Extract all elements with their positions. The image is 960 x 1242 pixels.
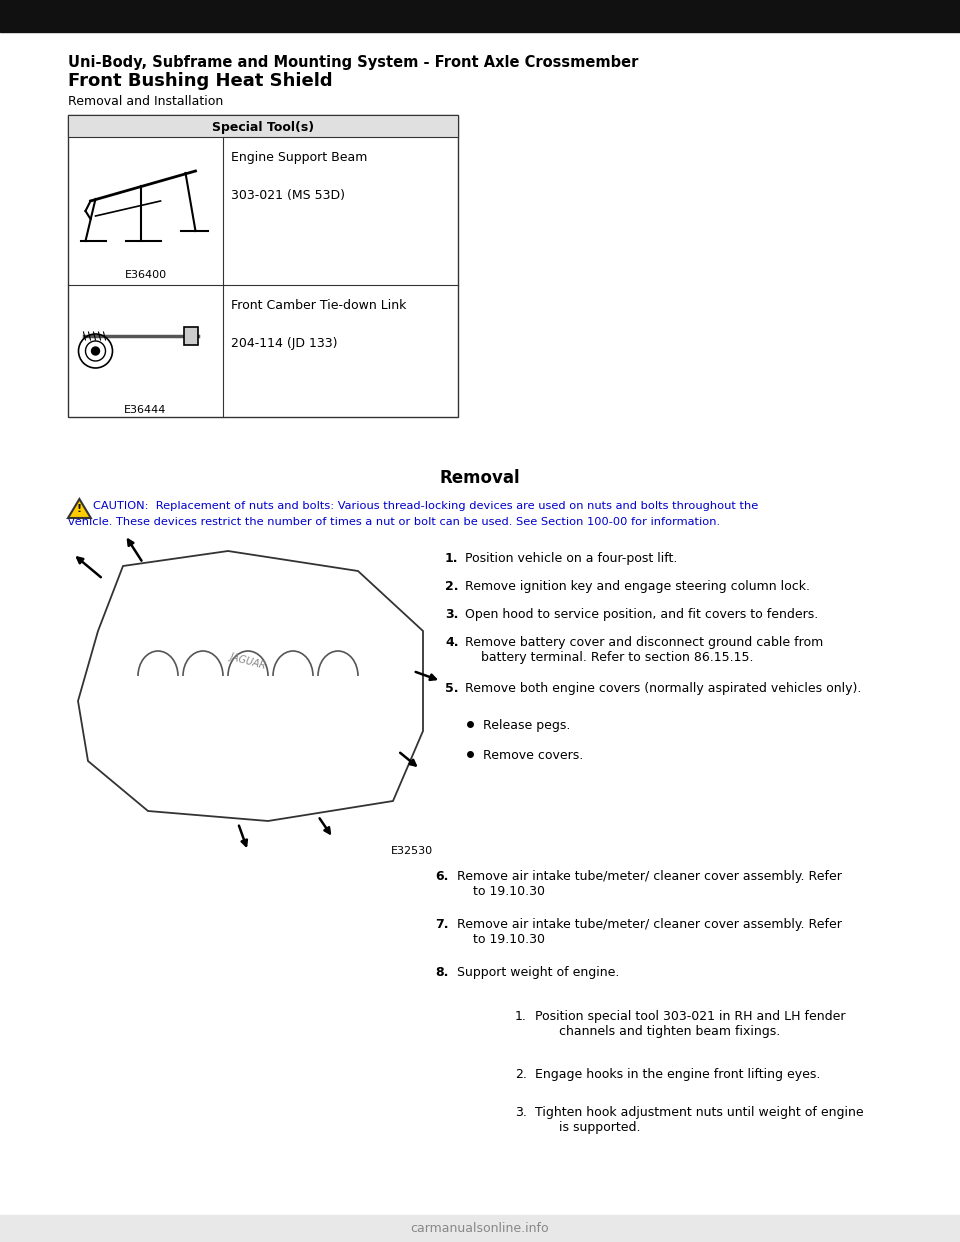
Text: CAUTION:  Replacement of nuts and bolts: Various thread-locking devices are used: CAUTION: Replacement of nuts and bolts: … <box>93 501 758 510</box>
FancyBboxPatch shape <box>183 327 198 345</box>
Text: E32530: E32530 <box>391 846 433 856</box>
Text: !: ! <box>77 504 82 514</box>
Text: 204-114 (JD 133): 204-114 (JD 133) <box>231 337 338 350</box>
Text: 1.: 1. <box>445 551 459 565</box>
Text: Engine Support Beam: Engine Support Beam <box>231 152 368 164</box>
Text: 7.: 7. <box>435 918 448 932</box>
Text: Engage hooks in the engine front lifting eyes.: Engage hooks in the engine front lifting… <box>535 1068 821 1081</box>
Circle shape <box>91 347 100 355</box>
Bar <box>68 116 458 137</box>
Text: Tighten hook adjustment nuts until weight of engine
      is supported.: Tighten hook adjustment nuts until weigh… <box>535 1105 864 1134</box>
Text: Release pegs.: Release pegs. <box>483 719 570 732</box>
Text: 2.: 2. <box>515 1068 527 1081</box>
Text: Front Camber Tie-down Link: Front Camber Tie-down Link <box>231 299 406 312</box>
Text: Remove both engine covers (normally aspirated vehicles only).: Remove both engine covers (normally aspi… <box>465 682 861 696</box>
Text: Uni-Body, Subframe and Mounting System - Front Axle Crossmember: Uni-Body, Subframe and Mounting System -… <box>68 55 638 70</box>
Text: JAGUAR: JAGUAR <box>228 651 268 671</box>
Text: Remove covers.: Remove covers. <box>483 749 584 763</box>
Text: Special Tool(s): Special Tool(s) <box>212 120 314 133</box>
Text: 3.: 3. <box>515 1105 527 1119</box>
Text: 2.: 2. <box>445 580 459 592</box>
Text: Remove ignition key and engage steering column lock.: Remove ignition key and engage steering … <box>465 580 810 592</box>
Text: Support weight of engine.: Support weight of engine. <box>457 966 619 979</box>
Text: 6.: 6. <box>435 869 448 883</box>
Bar <box>0 0 960 32</box>
Text: 8.: 8. <box>435 966 448 979</box>
Text: Open hood to service position, and fit covers to fenders.: Open hood to service position, and fit c… <box>465 609 818 621</box>
Text: Removal and Installation: Removal and Installation <box>68 94 224 108</box>
Text: Remove air intake tube/meter/ cleaner cover assembly. Refer
    to 19.10.30: Remove air intake tube/meter/ cleaner co… <box>457 869 842 898</box>
Text: vehicle. These devices restrict the number of times a nut or bolt can be used. S: vehicle. These devices restrict the numb… <box>68 517 720 527</box>
Text: 303-021 (MS 53D): 303-021 (MS 53D) <box>231 189 345 202</box>
Text: Remove air intake tube/meter/ cleaner cover assembly. Refer
    to 19.10.30: Remove air intake tube/meter/ cleaner co… <box>457 918 842 946</box>
Text: 4.: 4. <box>445 636 459 650</box>
Text: Removal: Removal <box>440 469 520 487</box>
Text: Remove battery cover and disconnect ground cable from
    battery terminal. Refe: Remove battery cover and disconnect grou… <box>465 636 824 664</box>
Text: 5.: 5. <box>445 682 459 696</box>
Text: Front Bushing Heat Shield: Front Bushing Heat Shield <box>68 72 332 89</box>
Text: 1.: 1. <box>515 1010 527 1023</box>
Text: carmanualsonline.info: carmanualsonline.info <box>411 1222 549 1236</box>
Text: 3.: 3. <box>445 609 458 621</box>
Text: Position vehicle on a four-post lift.: Position vehicle on a four-post lift. <box>465 551 678 565</box>
Polygon shape <box>68 499 91 518</box>
Text: E36400: E36400 <box>125 270 167 279</box>
Bar <box>0 1215 960 1242</box>
Text: E36444: E36444 <box>124 405 167 415</box>
Bar <box>68 116 458 417</box>
Text: Position special tool 303-021 in RH and LH fender
      channels and tighten bea: Position special tool 303-021 in RH and … <box>535 1010 846 1038</box>
